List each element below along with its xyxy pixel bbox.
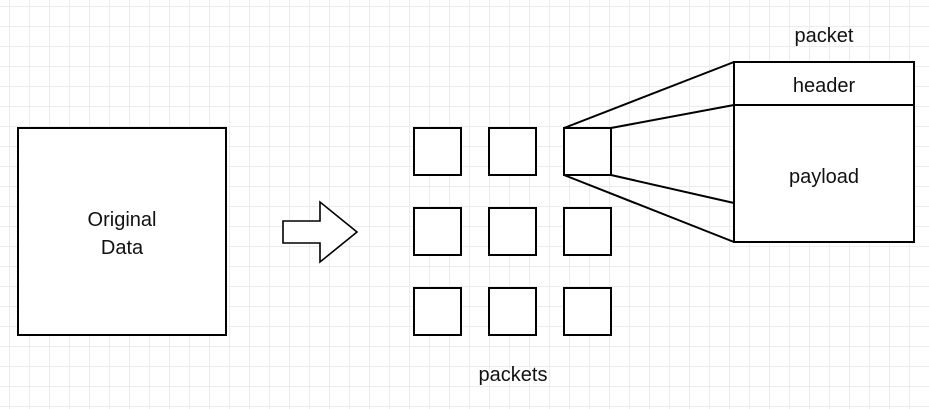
packet-square xyxy=(413,207,462,256)
zoom-line-bottom xyxy=(563,174,735,243)
zoom-line-header xyxy=(610,104,735,129)
header-label: header xyxy=(793,75,856,97)
packet-square xyxy=(488,287,537,336)
original-data-label-line2: Data xyxy=(101,237,144,259)
original-data-label-line1: Original xyxy=(88,209,157,231)
payload-label: payload xyxy=(789,166,859,188)
zoom-line-top xyxy=(563,61,735,129)
packet-square xyxy=(413,127,462,176)
split-arrow xyxy=(282,200,359,264)
packet-label: packet xyxy=(795,25,854,47)
packet-detail-box xyxy=(733,61,915,243)
original-data-box xyxy=(17,127,227,336)
packet-square xyxy=(488,207,537,256)
packet-square xyxy=(413,287,462,336)
packet-square xyxy=(563,207,612,256)
packet-square xyxy=(563,287,612,336)
packets-label: packets xyxy=(479,364,548,386)
zoom-line-payload xyxy=(610,174,735,204)
packet-square xyxy=(488,127,537,176)
packet-square-highlighted xyxy=(563,127,612,176)
